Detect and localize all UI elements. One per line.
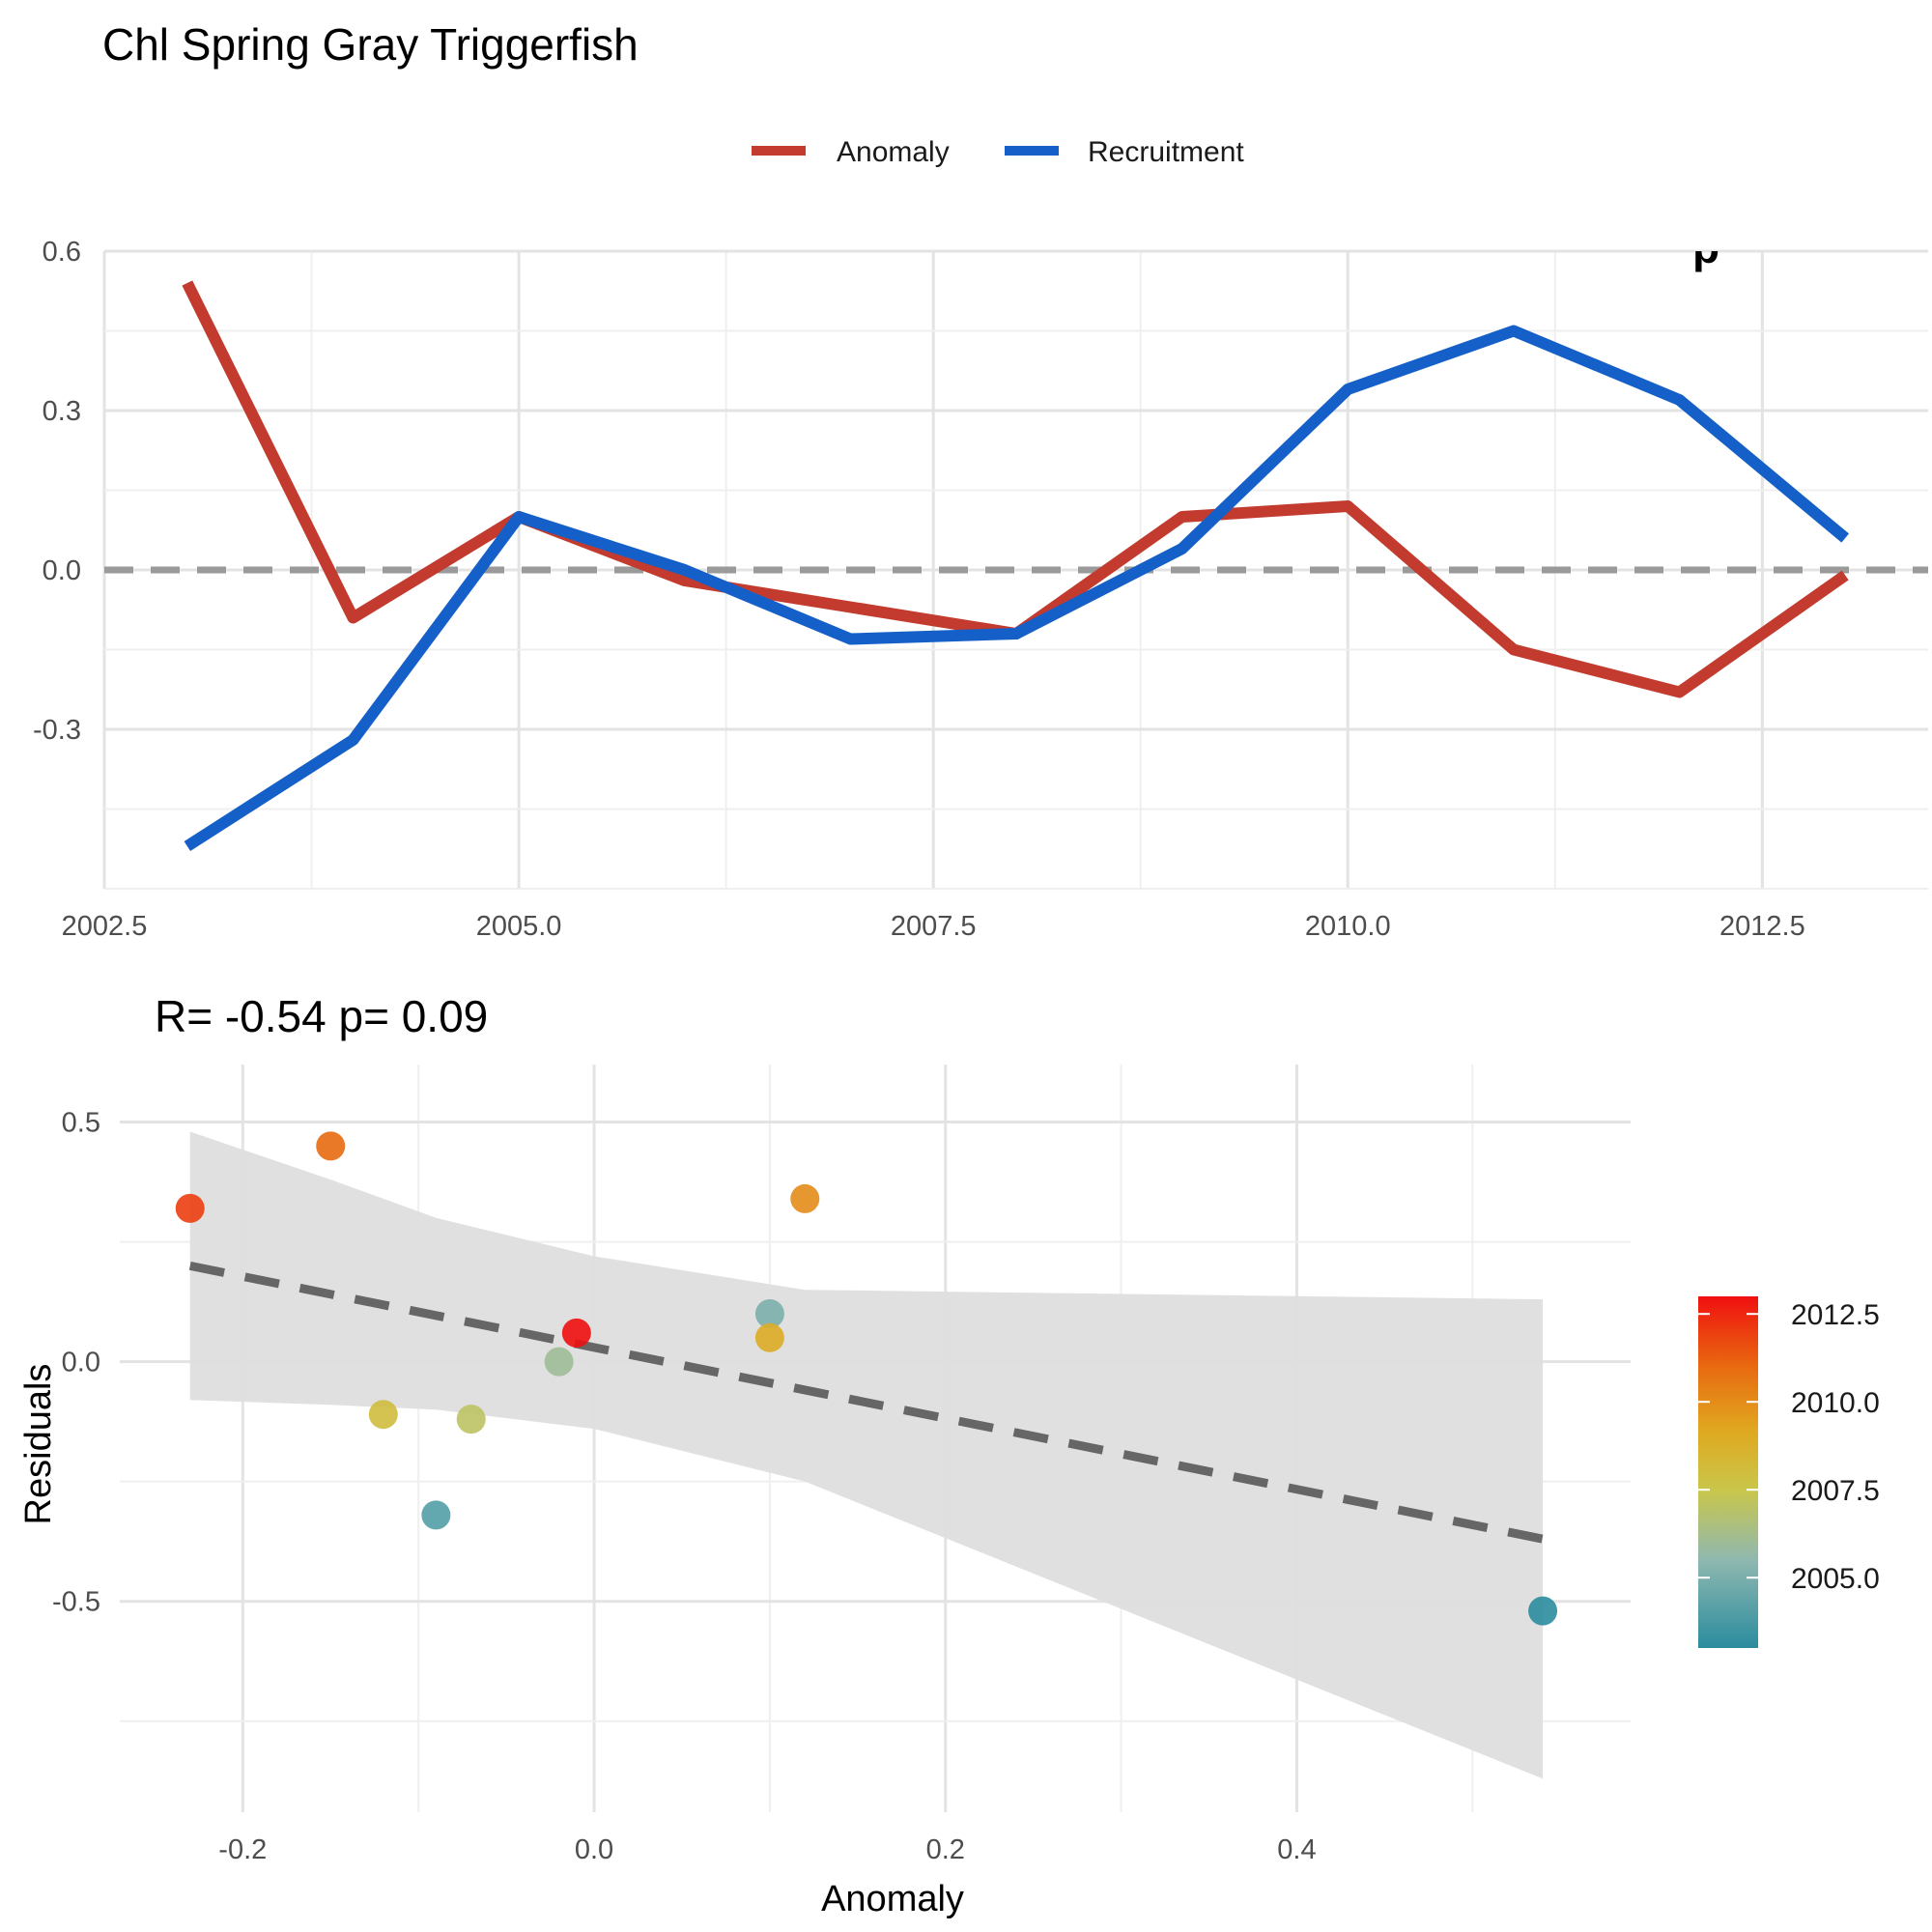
- scatter-subtitle: R= -0.54 p= 0.09: [155, 991, 488, 1041]
- x-tick-label: 2002.5: [62, 911, 148, 942]
- top-panel-y-tick-labels: 0.6 0.3 0.0 -0.3: [33, 237, 81, 746]
- top-panel-x-tick-labels: 2002.5 2005.0 2007.5 2010.0 2012.5: [62, 911, 1805, 942]
- scatter-point-2005: [754, 1299, 784, 1328]
- x-tick-label: -0.2: [218, 1834, 267, 1865]
- scatter-point-2004: [421, 1500, 451, 1530]
- x-tick-label: 2012.5: [1719, 911, 1805, 942]
- colorbar: 2012.5 2010.0 2007.5 2005.0: [1698, 1296, 1880, 1648]
- scatter-point-2003: [1528, 1596, 1558, 1626]
- scatter-point-2011: [316, 1131, 346, 1161]
- colorbar-tick-label: 2012.5: [1791, 1299, 1880, 1331]
- chart-title: Chl Spring Gray Triggerfish: [102, 19, 639, 70]
- x-tick-label: 0.4: [1277, 1834, 1316, 1865]
- scatter-point-2008: [368, 1400, 398, 1430]
- x-axis-title: Anomaly: [821, 1879, 964, 1919]
- colorbar-tick-label: 2010.0: [1791, 1387, 1880, 1419]
- bottom-panel-y-tick-labels: 0.5 0.0 -0.5: [52, 1108, 100, 1618]
- y-tick-label: 0.5: [62, 1108, 100, 1139]
- y-tick-label: -0.3: [33, 715, 81, 746]
- x-tick-label: 2005.0: [476, 911, 562, 942]
- y-tick-label: -0.5: [52, 1587, 100, 1618]
- x-tick-label: 0.2: [926, 1834, 965, 1865]
- scatter-point-2009: [754, 1322, 784, 1352]
- y-tick-label: 0.0: [62, 1348, 100, 1378]
- y-axis-title: Residuals: [18, 1364, 59, 1525]
- corner-annotation: p: [1692, 222, 1719, 272]
- x-tick-label: 2007.5: [891, 911, 977, 942]
- y-tick-label: 0.6: [43, 237, 81, 268]
- legend-label-recruitment: Recruitment: [1088, 136, 1244, 168]
- legend: Anomaly Recruitment: [752, 136, 1244, 168]
- scatter-point-2010: [790, 1183, 820, 1213]
- x-tick-label: 0.0: [575, 1834, 613, 1865]
- bottom-panel-x-tick-labels: -0.2 0.0 0.2 0.4: [218, 1834, 1316, 1865]
- scatter-point-2013: [561, 1318, 591, 1348]
- scatter-point-2012: [175, 1193, 205, 1223]
- x-tick-label: 2010.0: [1305, 911, 1391, 942]
- colorbar-tick-label: 2005.0: [1791, 1563, 1880, 1595]
- confidence-band: [189, 1131, 1544, 1779]
- scatter-points: [175, 1131, 1558, 1626]
- y-tick-label: 0.3: [43, 396, 81, 427]
- colorbar-tick-label: 2007.5: [1791, 1475, 1880, 1507]
- legend-label-anomaly: Anomaly: [837, 136, 950, 168]
- y-tick-label: 0.0: [43, 555, 81, 586]
- regression-fit-line: [188, 1261, 1544, 1544]
- colorbar-gradient: [1698, 1296, 1758, 1648]
- colorbar-ticks: 2012.5 2010.0 2007.5 2005.0: [1698, 1299, 1880, 1595]
- top-panel-gridlines: [102, 249, 1928, 890]
- series-line-recruitment: [184, 325, 1850, 852]
- scatter-point-2006: [544, 1347, 574, 1377]
- top-panel-series: [182, 280, 1850, 852]
- scatter-point-2007: [456, 1405, 486, 1435]
